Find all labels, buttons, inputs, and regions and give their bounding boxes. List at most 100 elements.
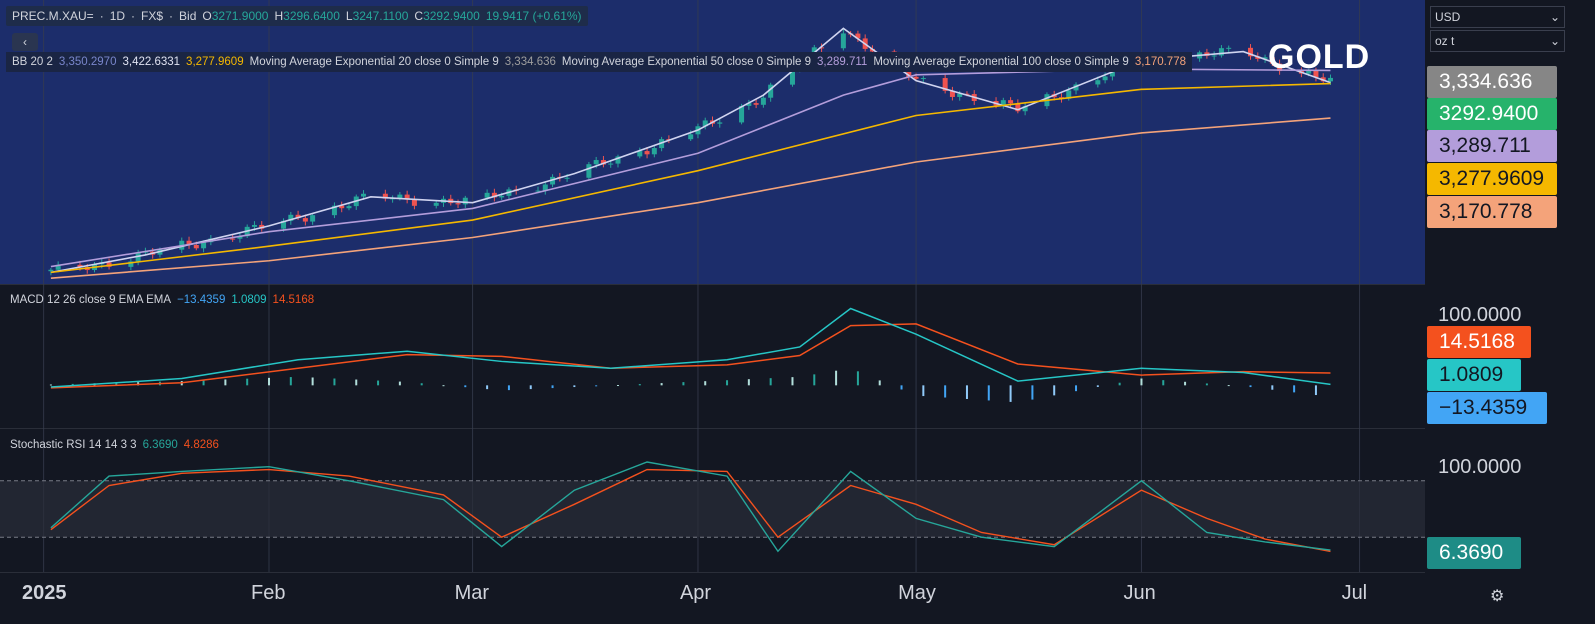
macd-histogram-bar — [1314, 385, 1317, 396]
candle-body — [819, 47, 825, 49]
ema20-label[interactable]: Moving Average Exponential 20 close 0 Si… — [249, 56, 499, 68]
stoch-k-value: 6.3690 — [142, 439, 178, 451]
price-scale-tag: 3,277.9609 — [1427, 163, 1557, 195]
ema50-value: 3,289.711 — [817, 56, 868, 68]
candle-body — [288, 214, 294, 221]
macd-histogram-bar — [747, 379, 750, 386]
macd-histogram-bar — [1249, 385, 1252, 388]
separator-dot: · — [131, 9, 136, 23]
ema50-line — [50, 82, 1331, 274]
candle-body — [855, 33, 861, 39]
candle-body — [1226, 47, 1232, 49]
candle-body — [637, 151, 643, 157]
candle-body — [1262, 57, 1268, 59]
bb-label[interactable]: BB 20 2 — [12, 56, 53, 68]
macd-label[interactable]: MACD 12 26 close 9 EMA EMA — [10, 294, 172, 306]
candle-body — [840, 33, 846, 49]
candle-body — [651, 148, 657, 155]
time-axis-label: Mar — [454, 582, 490, 604]
candle-body — [484, 192, 490, 198]
candle-body — [491, 192, 497, 198]
candle-body — [230, 238, 236, 240]
candle-body — [1015, 103, 1021, 112]
candle-body — [739, 105, 745, 123]
ohlc-low: L3247.1100 — [345, 9, 409, 23]
macd-histogram-bar — [1096, 385, 1099, 387]
macd-histogram-bar — [486, 385, 489, 390]
ema100-line — [50, 117, 1331, 279]
candle-body — [1102, 76, 1108, 81]
candle-body — [964, 93, 970, 95]
macd-histogram-bar — [464, 385, 467, 388]
symbol-name[interactable]: PREC.M.XAU= — [12, 9, 94, 23]
macd-histogram-bar — [704, 381, 707, 386]
candle-body — [404, 194, 410, 200]
price-type-label: Bid — [179, 9, 197, 23]
ema20-value: 3,334.636 — [504, 56, 556, 68]
collapse-legend-button[interactable]: ‹ — [12, 33, 38, 51]
macd-histogram-bar — [71, 383, 74, 386]
chevron-down-icon: ⌄ — [1549, 34, 1560, 48]
macd-histogram-bar — [1140, 378, 1143, 386]
macd-histogram-bar — [246, 378, 249, 386]
macd-histogram-bar — [638, 384, 641, 386]
stoch-label[interactable]: Stochastic RSI 14 14 3 3 — [10, 439, 137, 451]
ema50-label[interactable]: Moving Average Exponential 50 close 0 Si… — [561, 56, 811, 68]
macd-histogram-bar — [1075, 385, 1078, 392]
macd-histogram-bar — [115, 382, 118, 386]
stoch-value-tag: 6.3690 — [1427, 537, 1521, 569]
candle-body — [1095, 80, 1101, 85]
candle-body — [499, 195, 505, 198]
gear-icon[interactable]: ⚙ — [1490, 588, 1505, 605]
candle-body — [1008, 100, 1014, 104]
macd-histogram-bar — [202, 380, 205, 386]
candle-body — [462, 197, 468, 205]
bb-basis-value: 3,350.2970 — [58, 56, 117, 68]
candle-body — [608, 163, 614, 165]
macd-scale-tag: 1.0809 — [1427, 359, 1521, 391]
chevron-down-icon: ⌄ — [1549, 10, 1560, 24]
macd-histogram-bar — [420, 383, 423, 386]
candle-body — [586, 164, 592, 178]
stoch-scale-label: 100.0000 — [1438, 456, 1522, 478]
interval-label[interactable]: 1D — [109, 9, 126, 23]
bb-upper-value: 3,422.6331 — [122, 56, 181, 68]
unit-select[interactable]: oz t ⌄ — [1430, 30, 1565, 52]
macd-histogram-bar — [1184, 381, 1187, 386]
stoch-legend: Stochastic RSI 14 14 3 3 6.3690 4.8286 — [10, 439, 219, 451]
macd-legend: MACD 12 26 close 9 EMA EMA −13.4359 1.08… — [10, 294, 314, 306]
candle-body — [128, 261, 134, 267]
candle-body — [957, 93, 963, 97]
candle-body — [186, 240, 192, 245]
candle-body — [1306, 70, 1312, 74]
macd-histogram-bar — [529, 385, 532, 390]
source-label: FX$ — [141, 9, 164, 23]
macd-histogram-bar — [1293, 385, 1296, 393]
macd-histogram-value: −13.4359 — [177, 294, 226, 306]
ema100-label[interactable]: Moving Average Exponential 100 close 0 S… — [873, 56, 1129, 68]
unit-value: oz t — [1435, 34, 1455, 48]
macd-scale-tag: −13.4359 — [1427, 392, 1547, 424]
ohlc-open: O3271.9000 — [202, 9, 269, 23]
candle-body — [717, 122, 723, 124]
macd-line-value: 1.0809 — [231, 294, 267, 306]
macd-histogram-bar — [398, 381, 401, 386]
candle-body — [201, 242, 207, 249]
macd-histogram-bar — [333, 378, 336, 386]
candle-body — [193, 244, 199, 249]
candle-body — [1218, 48, 1224, 56]
candle-body — [768, 84, 774, 98]
candle-body — [339, 205, 345, 209]
price-change: 19.9417 (+0.61%) — [485, 9, 582, 23]
currency-select[interactable]: USD ⌄ — [1430, 6, 1565, 28]
candle-body — [564, 177, 570, 179]
candle-body — [593, 160, 599, 165]
candle-body — [251, 224, 257, 227]
candle-body — [1073, 84, 1079, 91]
macd-histogram-bar — [1162, 380, 1165, 386]
macd-histogram-bar — [1227, 385, 1230, 387]
macd-histogram-bar — [965, 385, 968, 399]
macd-line — [50, 307, 1331, 388]
